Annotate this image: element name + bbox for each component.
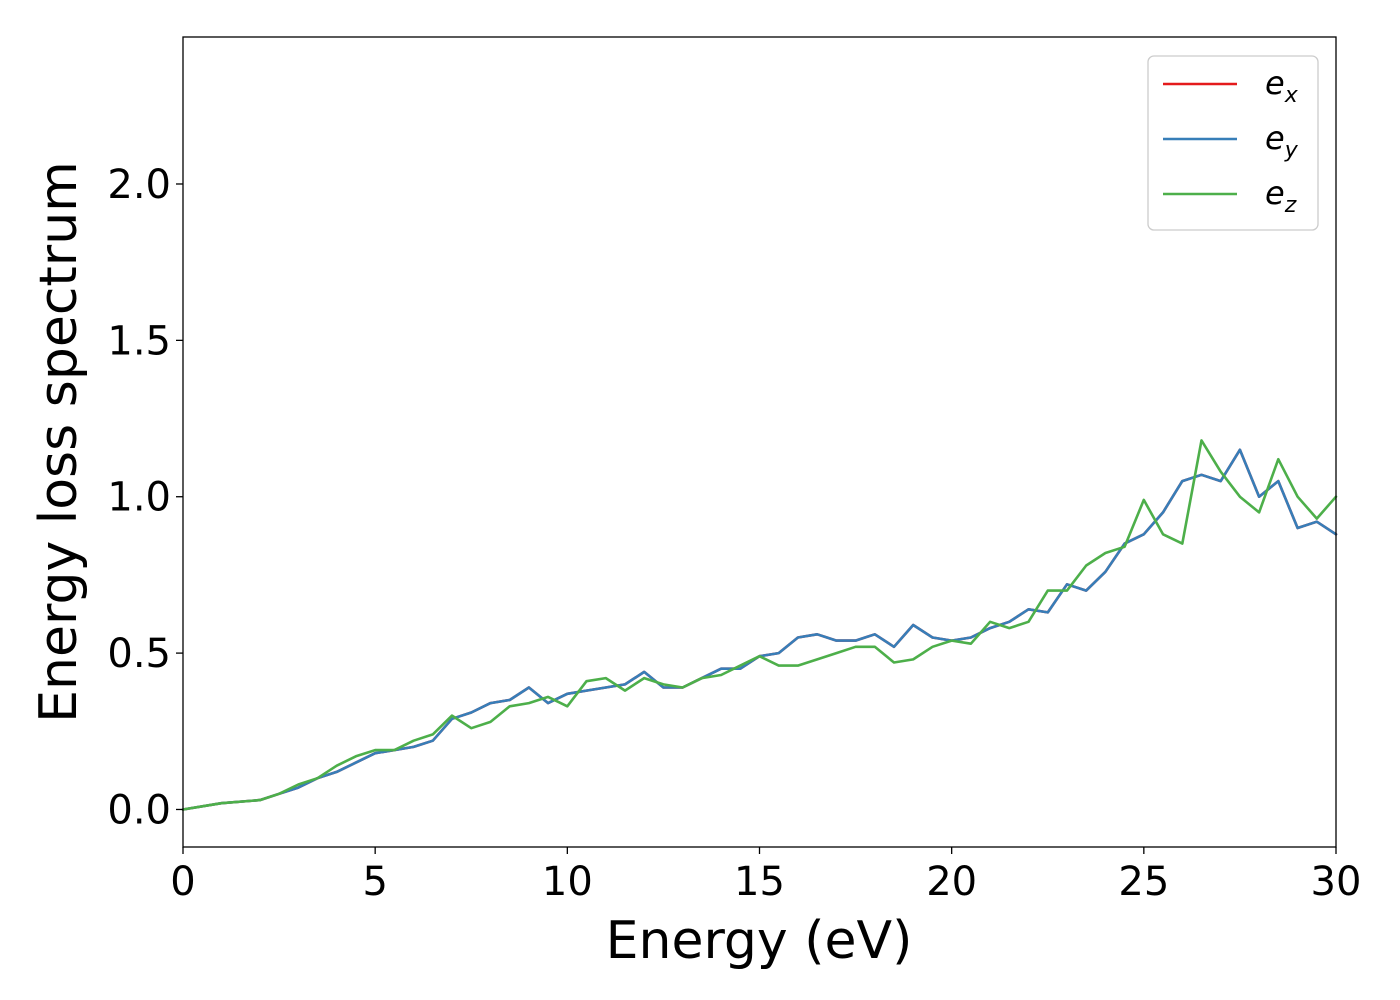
- y-tick-label: 1.0: [107, 475, 171, 521]
- y-tick-label: 2.0: [107, 162, 171, 208]
- legend-entries: ex ey ez: [1163, 64, 1299, 218]
- series-line-z: [181, 439, 1338, 811]
- y-tick-label: 0.0: [107, 787, 171, 833]
- x-tick-label: 20: [926, 859, 977, 905]
- y-ticks: 0.0 0.5 1.0 1.5 2.0: [107, 162, 183, 833]
- x-tick-label: 25: [1118, 859, 1169, 905]
- y-axis-label: Energy loss spectrum: [29, 161, 89, 723]
- x-tick-label: 5: [362, 859, 387, 905]
- x-tick-label: 0: [170, 859, 195, 905]
- x-tick-label: 10: [542, 859, 593, 905]
- legend-label-z: ez: [1265, 174, 1297, 218]
- y-tick-label: 1.5: [107, 318, 171, 364]
- y-tick-label: 0.5: [107, 631, 171, 677]
- series-layer: [181, 439, 1338, 811]
- legend: ex ey ez: [1147, 55, 1319, 231]
- legend-label-x: ex: [1265, 64, 1299, 108]
- series-line-y: [181, 448, 1338, 811]
- x-axis-label: Energy (eV): [606, 911, 913, 971]
- x-tick-label: 30: [1311, 859, 1362, 905]
- legend-box: [1147, 55, 1319, 231]
- x-tick-label: 15: [734, 859, 785, 905]
- legend-label-y: ey: [1265, 119, 1299, 163]
- x-ticks: 0 5 10 15 20 25 30: [170, 847, 1361, 905]
